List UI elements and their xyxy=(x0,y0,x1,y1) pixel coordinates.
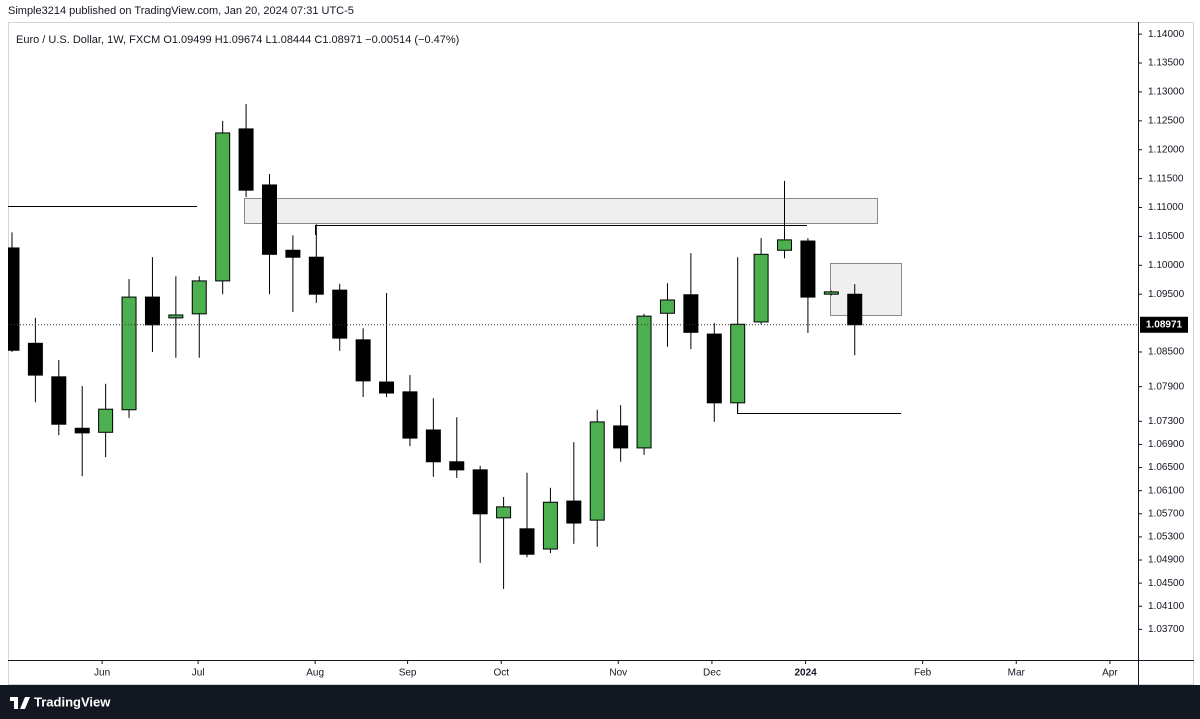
logo-icon xyxy=(10,697,30,709)
candle-body xyxy=(753,253,769,323)
x-tick-label: Jun xyxy=(94,668,110,679)
candle-body xyxy=(332,289,348,339)
candle-body xyxy=(823,291,839,295)
candle-body xyxy=(636,315,652,449)
y-tick-label: 1.04100 xyxy=(1148,601,1185,612)
y-tick-label: 1.06500 xyxy=(1148,462,1185,473)
x-tick-label: Feb xyxy=(914,668,932,679)
candle-body xyxy=(613,425,629,449)
y-tick-label: 1.07900 xyxy=(1148,381,1185,392)
y-tick-label: 1.05700 xyxy=(1148,508,1185,519)
x-tick-label: Nov xyxy=(609,668,627,679)
symbol-legend: Euro / U.S. Dollar, 1W, FXCM O1.09499 H1… xyxy=(16,34,459,46)
candle-body xyxy=(238,128,254,191)
y-tick-label: 1.12000 xyxy=(1148,144,1185,155)
drawn-line xyxy=(315,225,807,235)
y-tick-label: 1.11000 xyxy=(1148,202,1184,213)
x-tick-label: Apr xyxy=(1102,668,1118,679)
x-tick-label: Dec xyxy=(703,668,721,679)
drawn-zone xyxy=(244,198,878,224)
y-tick-label: 1.12500 xyxy=(1148,115,1185,126)
candle-body xyxy=(379,381,395,394)
candle-body xyxy=(51,376,67,425)
candle-body xyxy=(566,500,582,524)
y-tick-label: 1.05300 xyxy=(1148,532,1185,543)
header: Simple3214 published on TradingView.com,… xyxy=(8,5,354,17)
candle-body xyxy=(121,296,137,411)
candle-body xyxy=(191,280,207,315)
plot-area xyxy=(8,104,1138,589)
y-tick-label: 1.13500 xyxy=(1148,58,1185,69)
candle-body xyxy=(261,184,277,255)
y-tick-label: 1.10000 xyxy=(1148,260,1185,271)
candle-body xyxy=(308,256,324,295)
candle-body xyxy=(542,501,558,550)
candle-body xyxy=(285,249,301,258)
y-tick-label: 1.04500 xyxy=(1148,578,1185,589)
candle-body xyxy=(659,299,675,314)
candle-body xyxy=(800,240,816,298)
candle-body xyxy=(496,506,512,519)
candle-body xyxy=(144,296,160,326)
candle-body xyxy=(425,429,441,463)
candle-body xyxy=(8,247,20,351)
candle-body xyxy=(589,421,605,521)
x-tick-label: 2024 xyxy=(794,668,817,679)
candle-body xyxy=(519,528,535,555)
candle-body xyxy=(706,333,722,404)
y-tick-label: 1.09500 xyxy=(1148,289,1185,300)
candle-body xyxy=(449,461,465,471)
y-tick-label: 1.10500 xyxy=(1148,231,1185,242)
footer-bar xyxy=(0,685,1200,719)
y-tick-label: 1.04900 xyxy=(1148,555,1185,566)
y-tick-label: 1.07300 xyxy=(1148,416,1185,427)
y-tick-label: 1.14000 xyxy=(1148,29,1185,40)
candle-body xyxy=(402,391,418,439)
price-label-box xyxy=(1140,316,1188,333)
candle-body xyxy=(168,314,184,319)
drawn-zone xyxy=(830,263,902,316)
y-tick-label: 1.11500 xyxy=(1148,173,1184,184)
y-tick-label: 1.08500 xyxy=(1148,347,1185,358)
candle-body xyxy=(472,469,488,515)
y-tick-label: 1.03700 xyxy=(1148,624,1185,635)
candle-body xyxy=(730,323,746,404)
candle-body xyxy=(777,239,793,251)
x-tick-label: Mar xyxy=(1008,668,1026,679)
candle-body xyxy=(27,342,43,376)
candle-body xyxy=(355,339,371,382)
candle-body xyxy=(847,293,863,326)
x-tick-label: Jul xyxy=(192,668,205,679)
candle-body xyxy=(98,408,114,433)
x-tick-label: Sep xyxy=(399,668,417,679)
candle-body xyxy=(74,427,90,434)
x-tick-label: Oct xyxy=(493,668,509,679)
x-tick-label: Aug xyxy=(306,668,324,679)
frame xyxy=(8,22,1194,685)
candle-body xyxy=(215,132,231,282)
y-tick-label: 1.13000 xyxy=(1148,87,1185,98)
candle-body xyxy=(683,294,699,333)
y-tick-label: 1.06900 xyxy=(1148,439,1185,450)
y-tick-label: 1.06100 xyxy=(1148,485,1185,496)
price-label: 1.08971 xyxy=(1146,319,1183,330)
footer-brand: TradingView xyxy=(34,694,111,709)
